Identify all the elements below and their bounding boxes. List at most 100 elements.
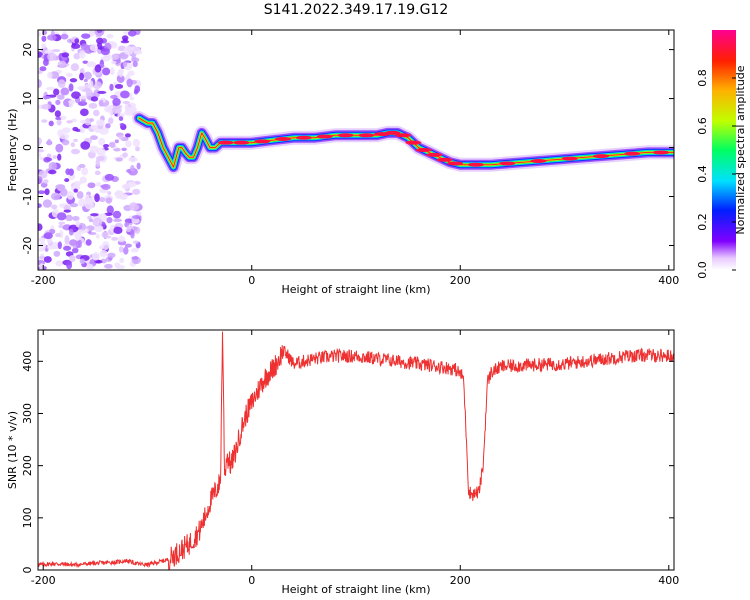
noise-blob <box>48 169 57 175</box>
top-y-tick-label: 20 <box>21 43 34 57</box>
noise-blob <box>84 228 89 233</box>
noise-blob <box>38 149 45 153</box>
noise-blob <box>122 100 130 105</box>
snr-frame <box>37 329 675 571</box>
noise-blob <box>133 89 139 95</box>
noise-blob <box>106 205 114 215</box>
noise-blob <box>79 176 87 184</box>
ridge-peak <box>384 130 401 135</box>
noise-blob <box>55 99 61 106</box>
noise-blob <box>48 161 57 171</box>
bottom-x-tick-label: 400 <box>658 574 679 587</box>
top-y-tick-label: 0 <box>21 144 34 151</box>
noise-blob <box>122 38 128 43</box>
colorbar: 0.0 0.2 0.4 0.6 0.8 Normalized spectral ampl… <box>696 30 747 279</box>
noise-blob <box>65 214 73 222</box>
noise-blob <box>43 256 52 263</box>
noise-blob <box>96 30 103 33</box>
noise-blob <box>74 38 80 44</box>
noise-blob <box>99 249 108 258</box>
noise-blob <box>114 139 119 144</box>
noise-blob <box>119 193 128 199</box>
noise-blob <box>59 133 70 140</box>
noise-blob <box>79 72 85 81</box>
noise-blob <box>69 78 78 83</box>
noise-blob <box>107 191 112 195</box>
noise-blob <box>63 245 72 251</box>
noise-blob <box>74 232 82 240</box>
noise-blob <box>81 33 91 39</box>
noise-blob <box>94 224 104 233</box>
noise-blob <box>45 86 56 91</box>
noise-blob <box>114 262 121 267</box>
ridge-peak <box>467 162 484 167</box>
noise-blob <box>51 204 58 210</box>
noise-blob <box>97 90 107 95</box>
noise-blob <box>38 153 42 157</box>
ridge-peak <box>358 133 375 138</box>
noise-blob <box>80 141 91 150</box>
noise-blob <box>90 135 99 141</box>
noise-blob <box>95 158 101 168</box>
noise-blob <box>38 236 46 243</box>
noise-blob <box>94 127 101 134</box>
noise-blob <box>110 41 118 49</box>
noise-blob <box>79 258 86 265</box>
noise-blob <box>132 60 138 68</box>
noise-blob <box>57 79 66 88</box>
noise-blob <box>115 157 123 162</box>
noise-blob <box>38 190 46 195</box>
noise-blob <box>70 63 80 72</box>
top-y-axis-label: Frequency (Hz) <box>6 109 19 192</box>
ridge-peak <box>624 151 641 156</box>
noise-blob <box>96 147 106 156</box>
colorbar-tick-label: 0.2 <box>696 213 709 231</box>
bottom-y-axis-label: SNR (10 * v/v) <box>6 411 19 489</box>
noise-blob <box>41 35 47 42</box>
noise-blob <box>101 67 111 76</box>
bottom-x-tick-label: 0 <box>248 574 255 587</box>
ridge-peak <box>233 140 250 145</box>
noise-blob <box>98 137 106 146</box>
noise-blob <box>60 33 69 40</box>
ridge-peak <box>426 152 443 157</box>
colorbar-tick-label: 0.6 <box>696 117 709 135</box>
noise-blob <box>105 197 113 204</box>
noise-blob <box>123 46 134 55</box>
noise-blob <box>57 60 67 68</box>
bottom-y-tick-label: 300 <box>21 403 34 424</box>
ridge-peak <box>447 161 464 166</box>
noise-blob <box>92 217 103 227</box>
noise-blob <box>130 165 135 172</box>
noise-blob <box>88 30 95 37</box>
noise-blob <box>47 71 53 79</box>
noise-blob <box>53 88 60 96</box>
top-x-tick-label: 400 <box>658 274 679 287</box>
noise-blob <box>66 120 73 124</box>
noise-blob <box>73 188 78 193</box>
noise-blob <box>38 31 42 37</box>
bottom-x-axis-label: Height of straight line (km) <box>281 583 430 596</box>
noise-blob <box>127 30 137 37</box>
noise-blob <box>55 116 63 121</box>
top-x-tick-label: 0 <box>248 274 255 287</box>
noise-blob <box>55 143 64 153</box>
noise-blob <box>68 100 74 108</box>
noise-blob <box>127 181 136 188</box>
noise-blob <box>82 60 89 64</box>
noise-blob <box>47 138 52 146</box>
ridge-peak <box>415 148 432 152</box>
noise-blob <box>68 83 74 92</box>
top-y-tick-label: -10 <box>21 188 34 206</box>
noise-blob <box>109 224 115 232</box>
noise-blob <box>113 218 123 223</box>
noise-blob <box>102 241 110 250</box>
noise-blob <box>72 126 79 132</box>
noise-blob <box>38 203 42 208</box>
colorbar-ticks: 0.0 0.2 0.4 0.6 0.8 <box>696 69 736 279</box>
noise-blob <box>108 117 114 125</box>
noise-blob <box>133 46 141 55</box>
noise-blob <box>64 235 70 245</box>
noise-blob <box>132 215 142 220</box>
noise-blob <box>71 247 79 254</box>
